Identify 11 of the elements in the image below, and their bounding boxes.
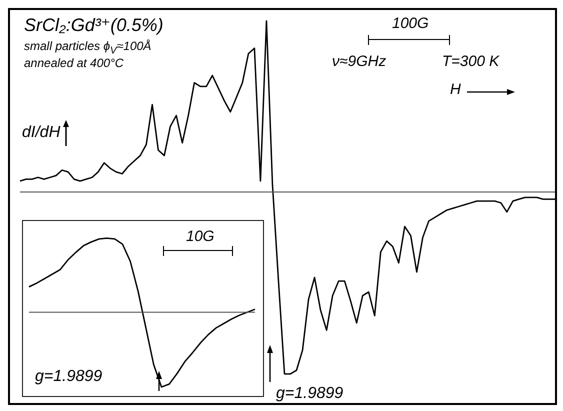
chart-title: SrCl₂:Gd³⁺(0.5%) bbox=[24, 15, 164, 35]
annotation: H bbox=[450, 81, 461, 98]
text: g=1.9899 bbox=[276, 385, 344, 402]
y-axis-title: dI/dH bbox=[22, 124, 60, 141]
annotation: 100G bbox=[392, 15, 429, 32]
annotation: annealed at 400°C bbox=[24, 56, 124, 70]
annotation: 10G bbox=[186, 228, 214, 245]
annotation: ν≈9GHz bbox=[332, 53, 386, 70]
annotation: T=300 K bbox=[442, 53, 500, 70]
annotation: small particles ϕ$_{V}$≈100Å bbox=[24, 39, 152, 56]
annotation: g=1.9899 bbox=[35, 368, 102, 385]
